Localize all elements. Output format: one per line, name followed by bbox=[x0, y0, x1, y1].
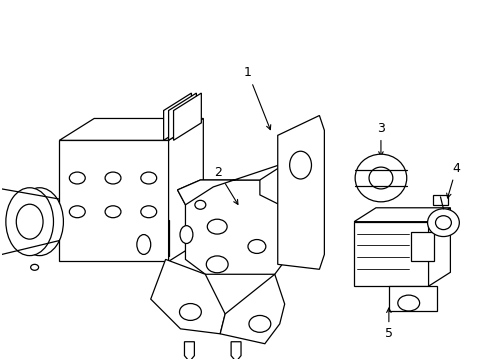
Ellipse shape bbox=[195, 201, 205, 209]
Polygon shape bbox=[60, 118, 203, 140]
Polygon shape bbox=[410, 231, 433, 261]
Text: 5: 5 bbox=[384, 308, 392, 340]
Ellipse shape bbox=[179, 303, 201, 320]
Polygon shape bbox=[220, 274, 284, 344]
Ellipse shape bbox=[289, 151, 311, 179]
Ellipse shape bbox=[427, 209, 458, 237]
Ellipse shape bbox=[69, 206, 85, 218]
Polygon shape bbox=[353, 208, 449, 222]
Ellipse shape bbox=[248, 315, 270, 332]
Polygon shape bbox=[150, 260, 224, 334]
Ellipse shape bbox=[397, 295, 419, 311]
Polygon shape bbox=[432, 195, 447, 205]
Polygon shape bbox=[168, 93, 196, 140]
Polygon shape bbox=[353, 222, 427, 286]
Ellipse shape bbox=[105, 206, 121, 218]
Ellipse shape bbox=[105, 172, 121, 184]
Ellipse shape bbox=[137, 235, 150, 255]
Text: 3: 3 bbox=[376, 122, 384, 156]
Ellipse shape bbox=[354, 154, 406, 202]
Polygon shape bbox=[184, 342, 194, 360]
Ellipse shape bbox=[207, 219, 226, 234]
Polygon shape bbox=[177, 162, 287, 205]
Polygon shape bbox=[173, 93, 201, 140]
Ellipse shape bbox=[368, 167, 392, 189]
Ellipse shape bbox=[141, 206, 156, 218]
Ellipse shape bbox=[247, 239, 265, 253]
Polygon shape bbox=[388, 286, 436, 311]
Polygon shape bbox=[60, 140, 168, 261]
Text: 4: 4 bbox=[446, 162, 459, 198]
Ellipse shape bbox=[31, 264, 39, 270]
Ellipse shape bbox=[16, 204, 43, 239]
Polygon shape bbox=[277, 116, 324, 269]
Polygon shape bbox=[427, 208, 449, 286]
Polygon shape bbox=[163, 93, 191, 140]
Ellipse shape bbox=[69, 172, 85, 184]
Ellipse shape bbox=[206, 256, 228, 273]
Polygon shape bbox=[177, 180, 289, 274]
Polygon shape bbox=[231, 342, 241, 360]
Polygon shape bbox=[168, 118, 203, 261]
Ellipse shape bbox=[141, 172, 156, 184]
Text: 2: 2 bbox=[214, 166, 238, 204]
Ellipse shape bbox=[16, 188, 63, 256]
Ellipse shape bbox=[6, 188, 53, 256]
Ellipse shape bbox=[435, 216, 450, 230]
Ellipse shape bbox=[180, 226, 192, 243]
Text: 1: 1 bbox=[244, 66, 270, 130]
